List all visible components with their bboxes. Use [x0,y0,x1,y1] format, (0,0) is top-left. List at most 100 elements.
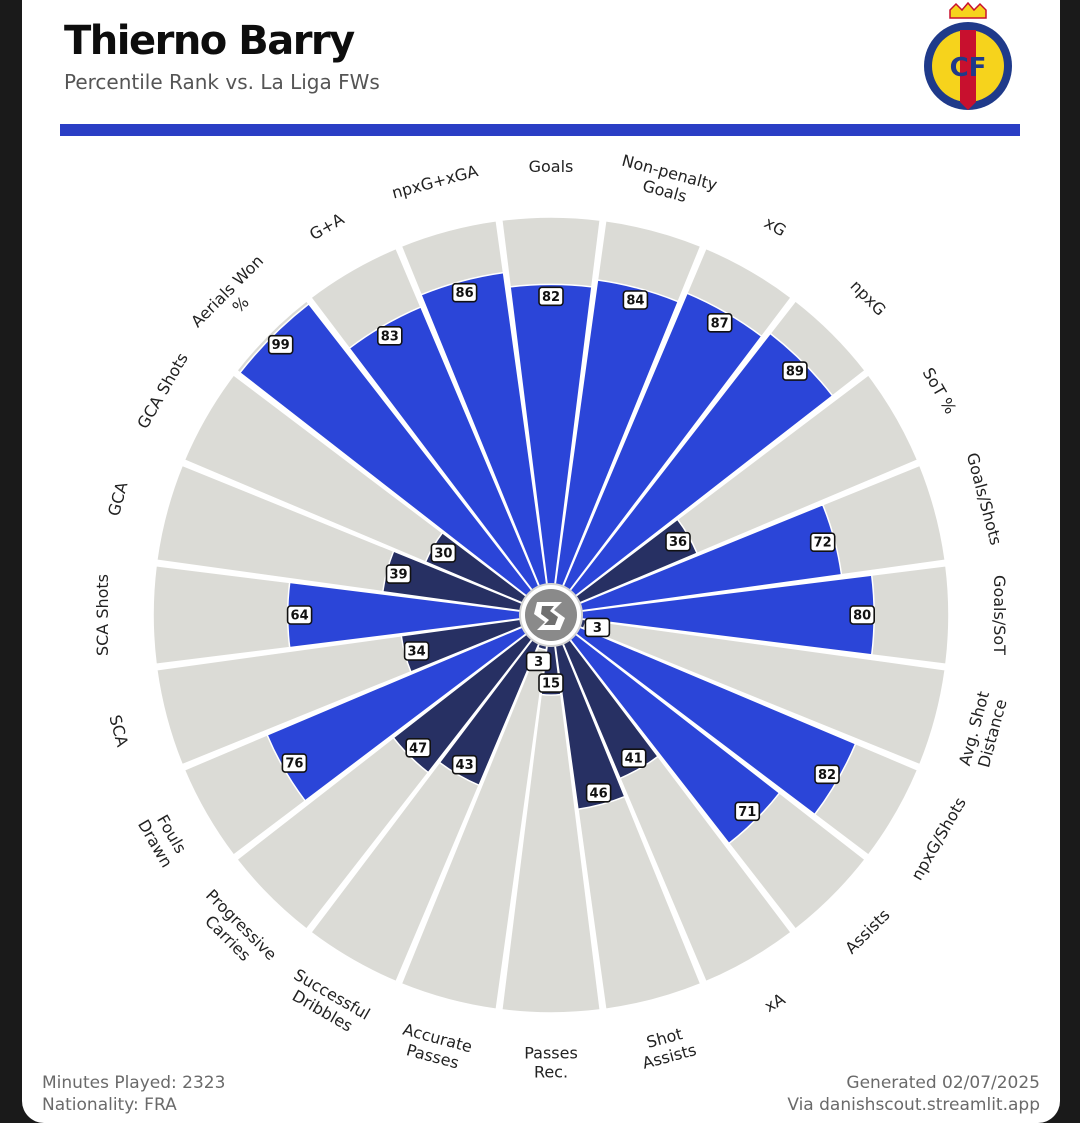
footer-left: Minutes Played: 2323 Nationality: FRA [42,1072,225,1116]
category-label: SCA [105,713,132,749]
value-text: 34 [408,645,426,660]
value-label: 71 [734,801,761,822]
value-label: 34 [403,641,430,661]
value-box [376,325,403,346]
value-text: 64 [291,609,309,624]
category-label: Goals/Shots [963,451,1006,548]
value-label: 72 [809,532,836,553]
value-box [706,312,733,333]
value-box [267,334,294,355]
category-label: FoulsDrawn [134,807,193,871]
value-box [525,651,552,672]
value-label: 89 [782,361,808,381]
minutes-played: Minutes Played: 2323 [42,1073,226,1093]
value-label: 76 [281,753,308,773]
value-box [849,605,876,625]
value-text: 76 [285,757,303,772]
category-label: Passes Rec. [524,1044,578,1082]
category-label: npxG/Shots [907,794,970,883]
page-subtitle: Percentile Rank vs. La Liga FWs [64,70,380,94]
value-label: 86 [451,282,478,303]
value-text: 83 [381,329,399,344]
category-label: Non-penaltyGoals [615,151,719,213]
category-label: SCA Shots [93,574,112,656]
category-label: SoT % [919,364,960,417]
value-box [451,282,478,303]
generated-date: Generated 02/07/2025 [846,1073,1040,1093]
value-box [734,801,761,822]
category-label: Goals [529,157,574,176]
category-label: xG [761,213,789,240]
value-label: 80 [849,605,876,625]
value-text: 89 [786,365,804,380]
value-box [451,754,478,775]
value-label: 46 [585,782,612,803]
value-text: 46 [590,786,608,801]
value-text: 72 [814,536,832,551]
category-label: Aerials Won% [187,251,280,344]
category-label: GCA [104,480,131,518]
value-box [430,543,457,563]
value-label: 43 [451,754,478,775]
value-text: 30 [434,546,452,561]
villarreal-crest-icon: CF [924,2,1012,110]
value-text: 80 [853,609,871,624]
page-title: Thierno Barry [64,18,355,64]
value-box [809,532,836,553]
category-label: Goals/SoT [990,575,1009,655]
nationality: Nationality: FRA [42,1095,177,1115]
value-label: 87 [706,312,733,333]
value-text: 36 [669,535,687,550]
footer-right: Generated 02/07/2025 Via danishscout.str… [787,1072,1040,1116]
value-label: 83 [376,325,403,346]
danishscout-logo-icon [519,583,583,647]
value-text: 82 [542,290,560,305]
value-text: 3 [534,655,543,670]
value-box [403,641,430,661]
value-text: 71 [738,805,756,820]
value-text: 84 [626,294,644,309]
category-label: xA [761,989,788,1016]
value-text: 41 [625,752,643,767]
category-label: Avg. ShotDistance [955,689,1011,772]
value-box [814,764,840,785]
value-box [782,361,808,381]
value-box [622,290,649,310]
category-label: ProgressiveCarries [189,885,281,977]
svg-text:CF: CF [950,53,987,83]
value-label: 36 [665,531,691,552]
value-label: 39 [385,564,412,584]
value-box [286,605,313,625]
value-box [538,286,564,307]
value-box [584,617,611,638]
value-box [281,753,308,773]
value-label: 82 [538,286,564,307]
value-box [385,564,412,584]
value-label: 47 [405,737,432,758]
category-label: Assists [841,905,893,957]
value-label: 3 [525,651,552,672]
value-label: 15 [538,673,564,693]
value-label: 82 [814,764,840,785]
category-label: npxG+xGA [390,161,480,202]
value-label: 30 [430,543,457,563]
category-label: AccuratePasses [396,1020,474,1075]
value-label: 3 [584,617,611,638]
value-label: 41 [620,748,647,769]
category-label: ShotAssists [635,1022,698,1073]
source-link: Via danishscout.streamlit.app [787,1095,1040,1115]
value-label: 64 [286,605,313,625]
value-label: 99 [267,334,294,355]
category-label: npxG [847,276,890,319]
category-label: G+A [306,209,347,244]
header-divider [60,124,1020,136]
value-text: 15 [542,677,560,692]
category-label: SuccessfulDribbles [281,965,373,1040]
value-box [538,673,564,693]
value-text: 86 [456,286,474,301]
value-box [405,737,432,758]
category-label: GCA Shots [133,349,192,432]
value-box [665,531,691,552]
value-text: 99 [272,338,290,353]
